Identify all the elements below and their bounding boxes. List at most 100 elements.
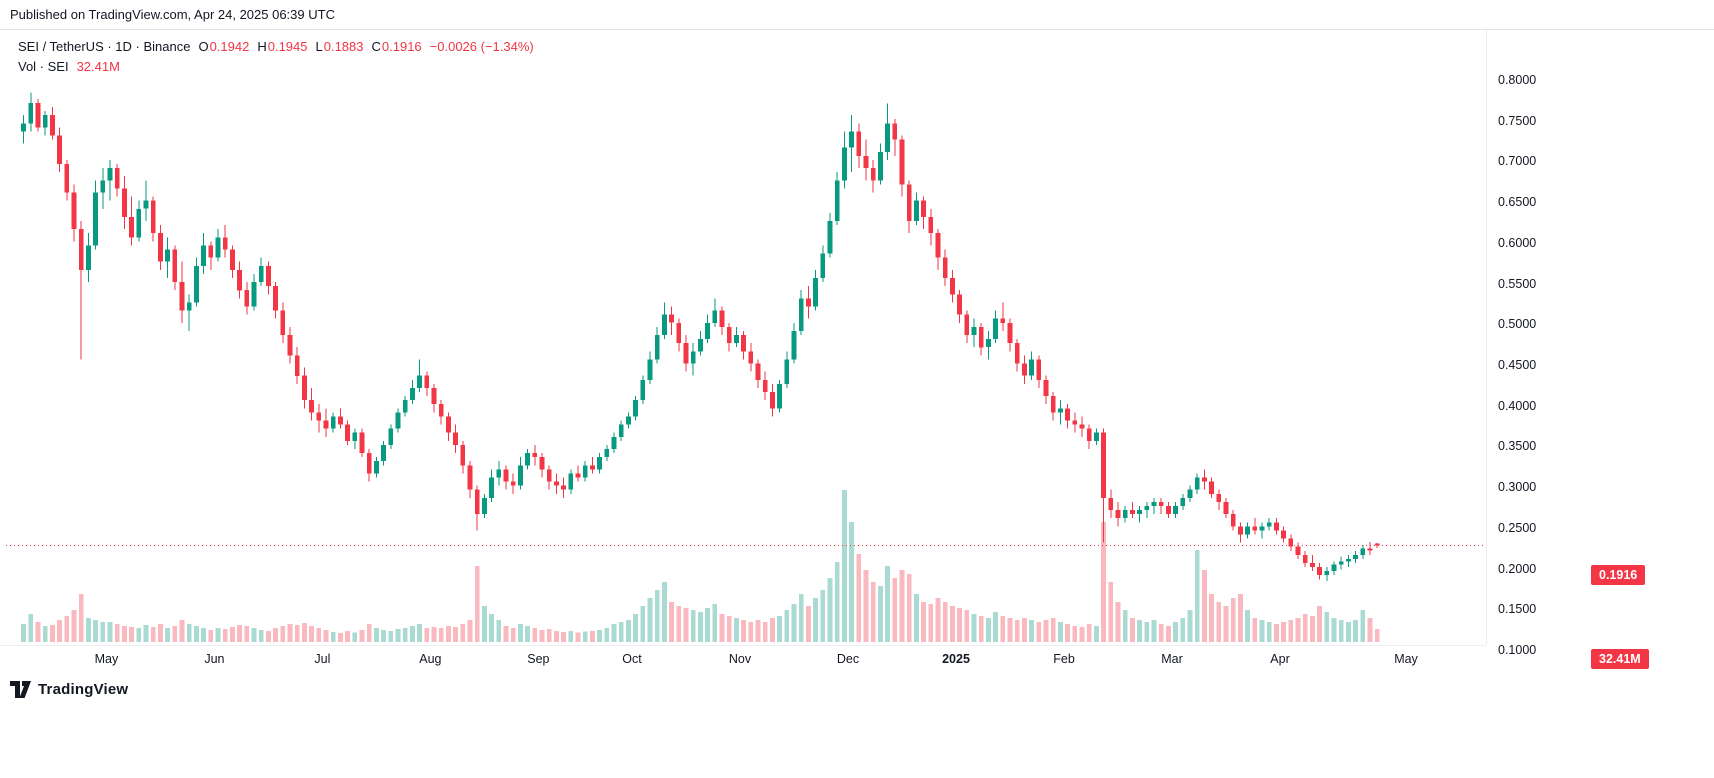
volume-bar [57, 620, 62, 642]
volume-bar [1310, 616, 1315, 642]
price-axis-label: 0.7500 [1498, 113, 1537, 128]
candle-body [1086, 428, 1092, 441]
candle-body [842, 147, 847, 181]
candle-body [1065, 408, 1070, 421]
volume-bar [165, 628, 170, 642]
candle-body [791, 330, 797, 360]
candle-body [1014, 343, 1020, 364]
volume-bar [294, 625, 300, 642]
volume-bar [647, 598, 653, 642]
volume-bar [1302, 614, 1308, 642]
volume-bar [143, 625, 149, 642]
volume-bar [1086, 624, 1092, 642]
candle-body [186, 302, 192, 311]
candle-body [129, 216, 134, 238]
volume-bar [489, 614, 494, 642]
time-axis-label: Nov [728, 652, 752, 666]
volume-bar [1252, 618, 1258, 642]
candle-body [1194, 477, 1200, 490]
last-price-badge: 0.1916 [1591, 565, 1646, 586]
volume-bar [582, 631, 588, 642]
candle-body [359, 432, 365, 454]
volume-bar [438, 628, 444, 642]
price-chart-canvas[interactable] [0, 30, 1486, 645]
candle-body [366, 453, 372, 474]
candle-body [330, 416, 336, 429]
volume-bar [1180, 618, 1186, 642]
volume-bar [539, 630, 545, 642]
volume-bars [21, 490, 1380, 642]
volume-bar [849, 522, 854, 642]
volume-bar [201, 628, 206, 642]
candle-body [849, 131, 854, 148]
price-axis-label: 0.2500 [1498, 520, 1537, 535]
volume-bar [474, 566, 480, 642]
candle-body [770, 392, 775, 409]
volume-bar [93, 620, 98, 642]
volume-bar [446, 626, 451, 642]
price-axis-label: 0.2000 [1498, 561, 1537, 576]
volume-bar [978, 616, 984, 642]
candle-body [626, 416, 631, 425]
candle-body [258, 265, 264, 283]
time-axis-label: Apr [1270, 652, 1290, 666]
volume-bar [1094, 626, 1099, 642]
footer-brand[interactable]: TradingView [10, 681, 128, 698]
candle-body [230, 249, 235, 270]
volume-bar [1374, 629, 1380, 642]
volume-bar [914, 594, 919, 642]
published-caption: Published on TradingView.com, Apr 24, 20… [10, 7, 335, 22]
price-axis-label: 0.5000 [1498, 317, 1537, 332]
volume-bar [755, 620, 761, 642]
candle-body [525, 453, 530, 466]
candle-body [86, 245, 91, 270]
candle-body [1367, 548, 1373, 551]
volume-bar [251, 628, 257, 642]
candle-body [914, 200, 919, 221]
candle-body [35, 102, 41, 128]
volume-bar [1281, 622, 1286, 642]
candle-body [863, 155, 869, 169]
candle-body [1324, 571, 1330, 576]
volume-bar [669, 602, 674, 642]
volume-bar [1173, 622, 1178, 642]
volume-bar [827, 578, 833, 642]
candle-body [1151, 501, 1157, 506]
candle-body [935, 233, 941, 258]
candle-body [1288, 538, 1294, 547]
time-axis-label: May [94, 652, 119, 666]
volume-bar [770, 618, 775, 642]
volume-bar [1130, 618, 1135, 642]
volume-bar [892, 578, 898, 642]
volume-bar [1288, 620, 1294, 642]
candle-body [1331, 564, 1337, 572]
tradingview-logo-icon [10, 681, 31, 698]
time-axis-label: Oct [622, 652, 642, 666]
candle-body [892, 123, 898, 140]
candle-body [878, 151, 883, 181]
candle-body [1022, 363, 1027, 376]
price-axis-label: 0.1000 [1498, 643, 1537, 657]
candle-body [93, 192, 98, 246]
candle-body [1166, 506, 1171, 515]
volume-bar [467, 620, 473, 642]
candle-body [1216, 493, 1222, 502]
volume-legend: Vol · SEI 32.41M [18, 59, 120, 74]
volume-bar [1295, 618, 1301, 642]
volume-bar [208, 630, 214, 642]
volume-bar [107, 622, 113, 642]
volume-bar [1367, 618, 1373, 642]
candle-body [1180, 497, 1186, 506]
candle-body [885, 123, 890, 152]
candle-body [302, 375, 307, 401]
candle-body [676, 322, 682, 344]
candle-body [165, 249, 170, 262]
candle-body [1000, 318, 1006, 323]
candle-body [431, 387, 437, 405]
candle-body [395, 412, 401, 429]
candle-body [1058, 408, 1063, 413]
candle-body [546, 469, 552, 482]
candle-body [755, 363, 761, 380]
volume-bar [1360, 610, 1366, 642]
